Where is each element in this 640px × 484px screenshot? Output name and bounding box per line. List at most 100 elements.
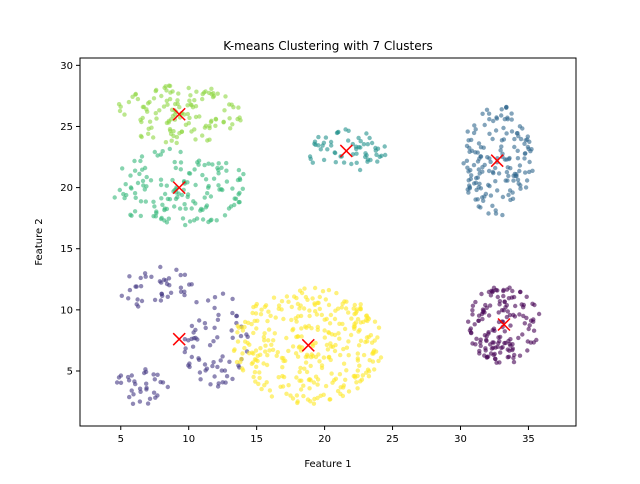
data-point-cluster-7 <box>254 301 259 307</box>
data-point-cluster-6 <box>169 117 174 122</box>
data-point-cluster-2 <box>178 285 184 290</box>
data-point-cluster-7 <box>280 384 286 389</box>
data-point-cluster-1 <box>525 348 530 353</box>
data-point-cluster-1 <box>503 340 508 346</box>
data-point-cluster-3 <box>515 131 520 136</box>
data-point-cluster-2 <box>168 290 174 295</box>
data-point-cluster-7 <box>312 285 318 291</box>
data-point-cluster-3 <box>473 150 478 155</box>
data-point-cluster-7 <box>357 363 362 368</box>
data-point-cluster-3 <box>506 192 511 198</box>
x-tick-label: 25 <box>386 434 399 445</box>
data-point-cluster-3 <box>506 173 511 179</box>
data-point-cluster-7 <box>267 348 272 353</box>
data-point-cluster-3 <box>485 155 490 160</box>
data-point-cluster-5 <box>200 172 205 178</box>
data-point-cluster-7 <box>294 375 299 380</box>
data-point-cluster-3 <box>493 179 498 184</box>
data-point-cluster-2 <box>138 275 143 281</box>
data-point-cluster-2 <box>198 377 203 382</box>
data-point-cluster-3 <box>518 136 524 142</box>
data-point-cluster-3 <box>515 148 520 153</box>
data-point-cluster-5 <box>217 187 222 192</box>
data-point-cluster-5 <box>202 162 207 168</box>
data-point-cluster-1 <box>497 360 502 365</box>
data-point-cluster-2 <box>223 380 228 385</box>
data-point-cluster-7 <box>255 318 260 323</box>
centroid-marker-4 <box>339 144 353 158</box>
data-point-cluster-2 <box>127 394 132 400</box>
data-point-cluster-3 <box>488 193 494 198</box>
data-point-cluster-1 <box>506 354 512 359</box>
centroid-marker-3 <box>490 154 504 168</box>
data-point-cluster-5 <box>158 152 163 157</box>
data-point-cluster-7 <box>332 348 338 354</box>
data-point-cluster-5 <box>216 161 221 166</box>
data-point-cluster-7 <box>325 347 331 352</box>
data-point-cluster-7 <box>335 388 341 394</box>
data-point-cluster-5 <box>175 195 180 200</box>
data-point-cluster-6 <box>163 84 168 89</box>
data-point-cluster-7 <box>321 355 327 360</box>
data-point-cluster-2 <box>165 294 170 299</box>
data-point-cluster-3 <box>475 175 480 180</box>
data-point-cluster-7 <box>329 371 334 376</box>
data-point-cluster-7 <box>305 297 310 302</box>
data-point-cluster-7 <box>307 308 312 313</box>
data-point-cluster-3 <box>523 170 528 175</box>
data-point-cluster-7 <box>258 346 263 351</box>
data-point-cluster-2 <box>182 337 188 342</box>
data-point-cluster-2 <box>194 300 199 305</box>
data-point-cluster-3 <box>517 168 522 174</box>
data-point-cluster-1 <box>507 285 512 290</box>
x-tick-label: 30 <box>454 434 467 445</box>
data-point-cluster-7 <box>271 338 276 343</box>
data-point-cluster-6 <box>230 122 235 127</box>
data-point-cluster-7 <box>346 339 351 344</box>
data-point-cluster-4 <box>346 138 351 143</box>
data-point-cluster-7 <box>289 304 294 310</box>
data-point-cluster-5 <box>160 149 165 154</box>
data-point-cluster-3 <box>476 167 481 172</box>
data-point-cluster-7 <box>258 352 263 357</box>
data-point-cluster-7 <box>251 351 256 356</box>
data-point-cluster-6 <box>207 125 212 131</box>
data-point-cluster-7 <box>368 333 374 338</box>
data-point-cluster-6 <box>163 140 169 145</box>
data-point-cluster-5 <box>183 222 188 228</box>
data-point-cluster-5 <box>121 191 126 197</box>
data-point-cluster-3 <box>477 156 482 161</box>
data-point-cluster-5 <box>226 206 232 211</box>
centroid-marker-2 <box>172 332 186 346</box>
data-point-cluster-6 <box>229 102 234 107</box>
data-point-cluster-5 <box>182 202 187 207</box>
data-point-cluster-7 <box>376 358 381 364</box>
data-point-cluster-7 <box>259 307 264 312</box>
data-point-cluster-2 <box>118 380 124 385</box>
data-point-cluster-7 <box>353 311 358 316</box>
data-point-cluster-7 <box>263 303 269 308</box>
data-point-cluster-7 <box>310 343 316 348</box>
data-point-cluster-6 <box>209 86 214 92</box>
data-point-cluster-2 <box>164 281 170 287</box>
data-point-cluster-5 <box>144 174 149 180</box>
data-point-cluster-3 <box>523 151 528 156</box>
data-point-cluster-7 <box>344 345 350 350</box>
data-point-cluster-6 <box>153 111 158 116</box>
data-point-cluster-1 <box>497 339 502 344</box>
data-point-cluster-3 <box>511 178 516 183</box>
data-point-cluster-6 <box>192 98 197 103</box>
y-axis-label: Feature 2 <box>34 218 45 265</box>
data-point-cluster-1 <box>524 294 529 299</box>
data-point-cluster-1 <box>480 307 486 312</box>
data-point-cluster-6 <box>135 96 141 102</box>
data-point-cluster-7 <box>299 326 304 331</box>
data-point-cluster-3 <box>472 123 477 128</box>
data-point-cluster-1 <box>531 328 537 333</box>
data-point-cluster-2 <box>186 338 191 343</box>
data-point-cluster-7 <box>322 328 327 333</box>
data-point-cluster-1 <box>483 346 488 351</box>
data-point-cluster-2 <box>155 393 160 398</box>
data-point-cluster-2 <box>215 317 221 322</box>
data-point-cluster-1 <box>478 337 483 342</box>
